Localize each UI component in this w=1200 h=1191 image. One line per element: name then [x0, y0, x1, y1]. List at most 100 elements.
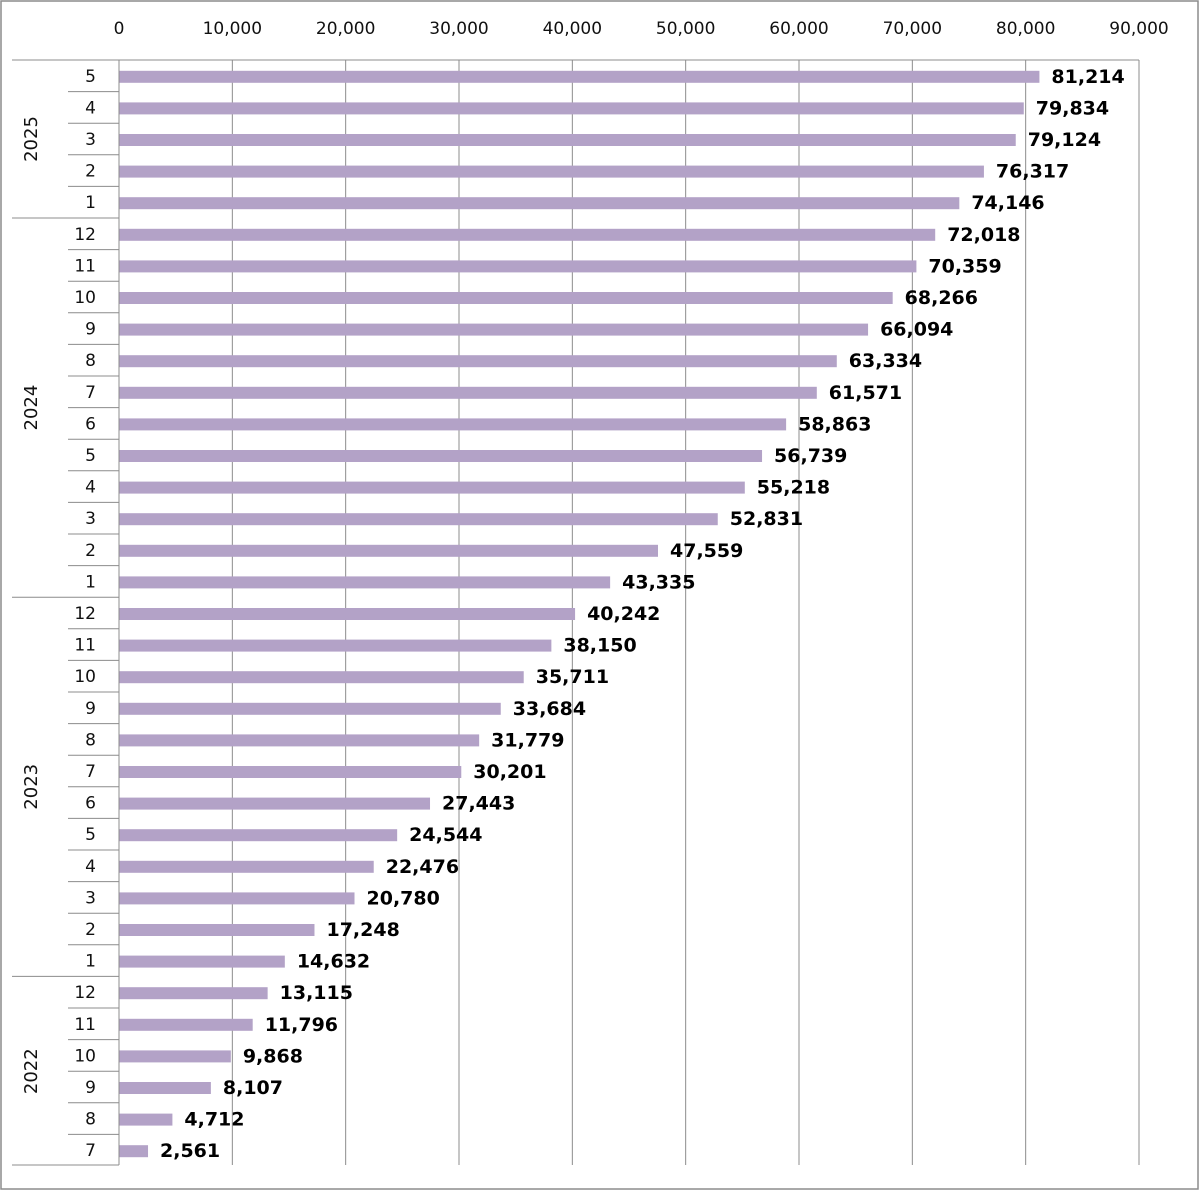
- bar: [119, 576, 611, 589]
- month-label: 9: [85, 699, 96, 719]
- month-label: 12: [74, 983, 96, 1003]
- bar: [119, 355, 837, 368]
- data-label: 66,094: [880, 319, 953, 341]
- month-label: 5: [85, 825, 96, 845]
- month-label: 5: [85, 67, 96, 87]
- x-tick-label: 40,000: [543, 19, 602, 39]
- data-label: 13,115: [280, 982, 353, 1004]
- month-label: 9: [85, 1078, 96, 1098]
- month-label: 9: [85, 320, 96, 340]
- month-label: 10: [74, 667, 96, 687]
- data-label: 47,559: [670, 540, 743, 562]
- data-labels: 81,214 79,834 79,124 76,317 74,146 72,018 70,3…: [160, 66, 1125, 1162]
- month-label: 8: [85, 1110, 96, 1130]
- data-label: 8,107: [223, 1077, 283, 1099]
- bar: [119, 829, 398, 842]
- bar: [119, 1113, 173, 1126]
- data-label: 20,780: [367, 887, 440, 909]
- bar: [119, 323, 869, 336]
- month-label: 4: [85, 857, 96, 877]
- data-label: 79,124: [1028, 129, 1101, 151]
- data-label: 70,359: [928, 255, 1001, 277]
- data-label: 14,632: [297, 951, 370, 973]
- month-label: 7: [85, 383, 96, 403]
- bar: [119, 134, 1016, 146]
- bar: [119, 386, 817, 399]
- data-label: 76,317: [996, 161, 1069, 183]
- bar: [119, 734, 480, 747]
- x-tick-label: 50,000: [656, 19, 715, 39]
- bar: [119, 481, 745, 494]
- month-label: 7: [85, 1141, 96, 1161]
- data-label: 68,266: [905, 287, 978, 309]
- x-tick-label: 20,000: [316, 19, 375, 39]
- bar: [119, 892, 355, 905]
- data-label: 11,796: [265, 1014, 338, 1036]
- bar: [119, 955, 285, 968]
- bar: [119, 544, 659, 557]
- bar: [119, 1050, 231, 1063]
- bar: [119, 702, 501, 715]
- year-label: 2024: [21, 385, 42, 431]
- bar: [119, 228, 936, 241]
- year-label: 2025: [21, 116, 42, 162]
- data-label: 81,214: [1051, 66, 1124, 88]
- bar: [119, 197, 960, 210]
- data-label: 24,544: [409, 824, 482, 846]
- x-tick-label: 10,000: [203, 19, 262, 39]
- bar: [119, 513, 718, 526]
- month-label: 1: [85, 952, 96, 972]
- data-label: 35,711: [536, 666, 609, 688]
- month-label: 8: [85, 730, 96, 750]
- bar: [119, 797, 431, 810]
- month-label: 1: [85, 572, 96, 592]
- month-label: 6: [85, 794, 96, 814]
- year-label: 2022: [21, 1048, 42, 1094]
- data-label: 74,146: [971, 192, 1044, 214]
- bar: [119, 70, 1040, 83]
- month-label: 12: [74, 604, 96, 624]
- data-label: 63,334: [849, 350, 922, 372]
- month-label: 11: [74, 1015, 96, 1035]
- data-label: 61,571: [829, 382, 902, 404]
- month-label: 2: [85, 541, 96, 561]
- bar: [119, 671, 524, 684]
- data-label: 40,242: [587, 603, 660, 625]
- month-label: 6: [85, 414, 96, 434]
- month-label: 11: [74, 256, 96, 276]
- month-label: 1: [85, 193, 96, 213]
- x-tick-label: 70,000: [883, 19, 942, 39]
- bar: [119, 860, 374, 873]
- month-label: 8: [85, 351, 96, 371]
- month-label: 12: [74, 225, 96, 245]
- bar: [119, 1145, 149, 1158]
- data-label: 17,248: [326, 919, 399, 941]
- data-label: 55,218: [757, 477, 830, 499]
- bar: [119, 102, 1024, 115]
- data-label: 79,834: [1036, 97, 1109, 119]
- month-label: 3: [85, 509, 96, 529]
- data-label: 52,831: [730, 508, 803, 530]
- bar: [119, 639, 552, 652]
- x-tick-label: 30,000: [429, 19, 488, 39]
- month-label: 2: [85, 162, 96, 182]
- data-label: 9,868: [243, 1045, 303, 1067]
- bar: [119, 766, 462, 778]
- data-label: 58,863: [798, 413, 871, 435]
- bar: [119, 292, 893, 304]
- bar: [119, 924, 315, 936]
- bar: [119, 450, 763, 462]
- bar: [119, 1082, 211, 1094]
- bar: [119, 260, 917, 273]
- data-label: 2,561: [160, 1140, 220, 1162]
- x-tick-label: 60,000: [769, 19, 828, 39]
- x-tick-label: 80,000: [996, 19, 1055, 39]
- month-label: 3: [85, 888, 96, 908]
- data-label: 30,201: [473, 761, 546, 783]
- data-label: 72,018: [947, 224, 1020, 246]
- month-label: 4: [85, 478, 96, 498]
- month-label: 7: [85, 762, 96, 782]
- month-label: 10: [74, 1046, 96, 1066]
- data-label: 31,779: [491, 729, 564, 751]
- category-axis: 5432120251211109876543212024121110987654…: [12, 59, 120, 1166]
